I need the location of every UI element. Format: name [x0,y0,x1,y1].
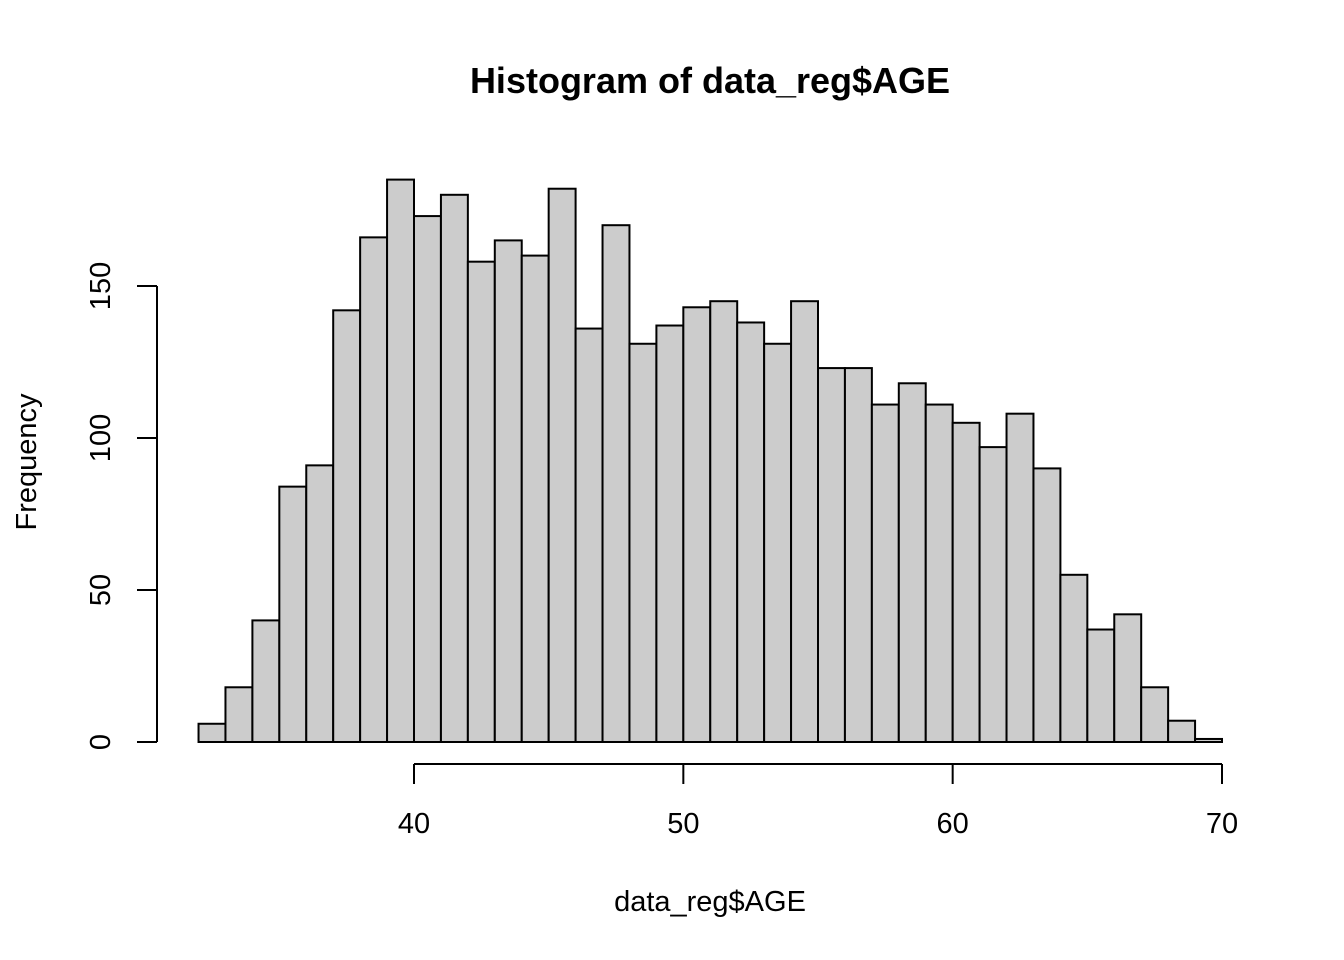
histogram-bar [763,342,793,743]
histogram-bar [1086,628,1116,744]
histogram-bar [386,178,416,744]
histogram-bar [1032,467,1062,743]
histogram-bar [493,239,523,743]
chart-title: Histogram of data_reg$AGE [470,60,950,101]
histogram-bar [197,722,227,744]
histogram-bar [359,236,389,744]
histogram-bar [251,619,281,744]
histogram-bar [601,224,631,743]
y-axis-label: Frequency [11,393,43,531]
histogram-bar [1113,613,1143,744]
x-tick-label: 40 [398,808,430,840]
x-tick-label: 60 [937,808,969,840]
x-tick-label: 70 [1206,808,1238,840]
histogram-bar [897,382,927,743]
histogram-bar [709,300,739,743]
y-tick-label: 0 [85,734,117,750]
histogram-bar [655,324,685,743]
histogram-bar [547,187,577,744]
histogram-bar [278,485,308,744]
histogram-bar [305,464,335,743]
histogram-bar [736,321,766,743]
histogram-bar [924,403,954,743]
histogram-bar [843,367,873,743]
histogram-bar [413,215,442,743]
y-tick-label: 100 [85,414,117,462]
x-axis-label: data_reg$AGE [614,886,806,918]
histogram-bar [224,686,254,744]
histogram-bar [1194,737,1223,744]
histogram-bar [439,193,469,744]
x-tick-label: 50 [667,808,699,840]
histogram-bar [790,300,819,743]
histogram-bar [682,306,712,743]
histogram-bar [1059,573,1089,743]
y-axis: 0 50 100 150 [85,262,158,750]
histogram-bar [574,327,604,743]
histogram-bar [978,446,1008,743]
y-tick-label: 50 [85,574,117,606]
y-tick-label: 150 [85,262,117,310]
histogram-bar [332,309,362,743]
histogram-bar [1167,719,1197,743]
bars-group [197,178,1223,744]
histogram-bar [870,403,900,743]
histogram-bar [1140,686,1170,744]
histogram-bar [466,260,496,743]
x-axis: 40 50 60 70 [398,763,1238,840]
histogram-bar [628,342,658,743]
histogram-bar [817,367,846,743]
histogram-bar [951,421,981,743]
histogram-bar [520,254,550,743]
histogram-bar [1005,412,1035,743]
